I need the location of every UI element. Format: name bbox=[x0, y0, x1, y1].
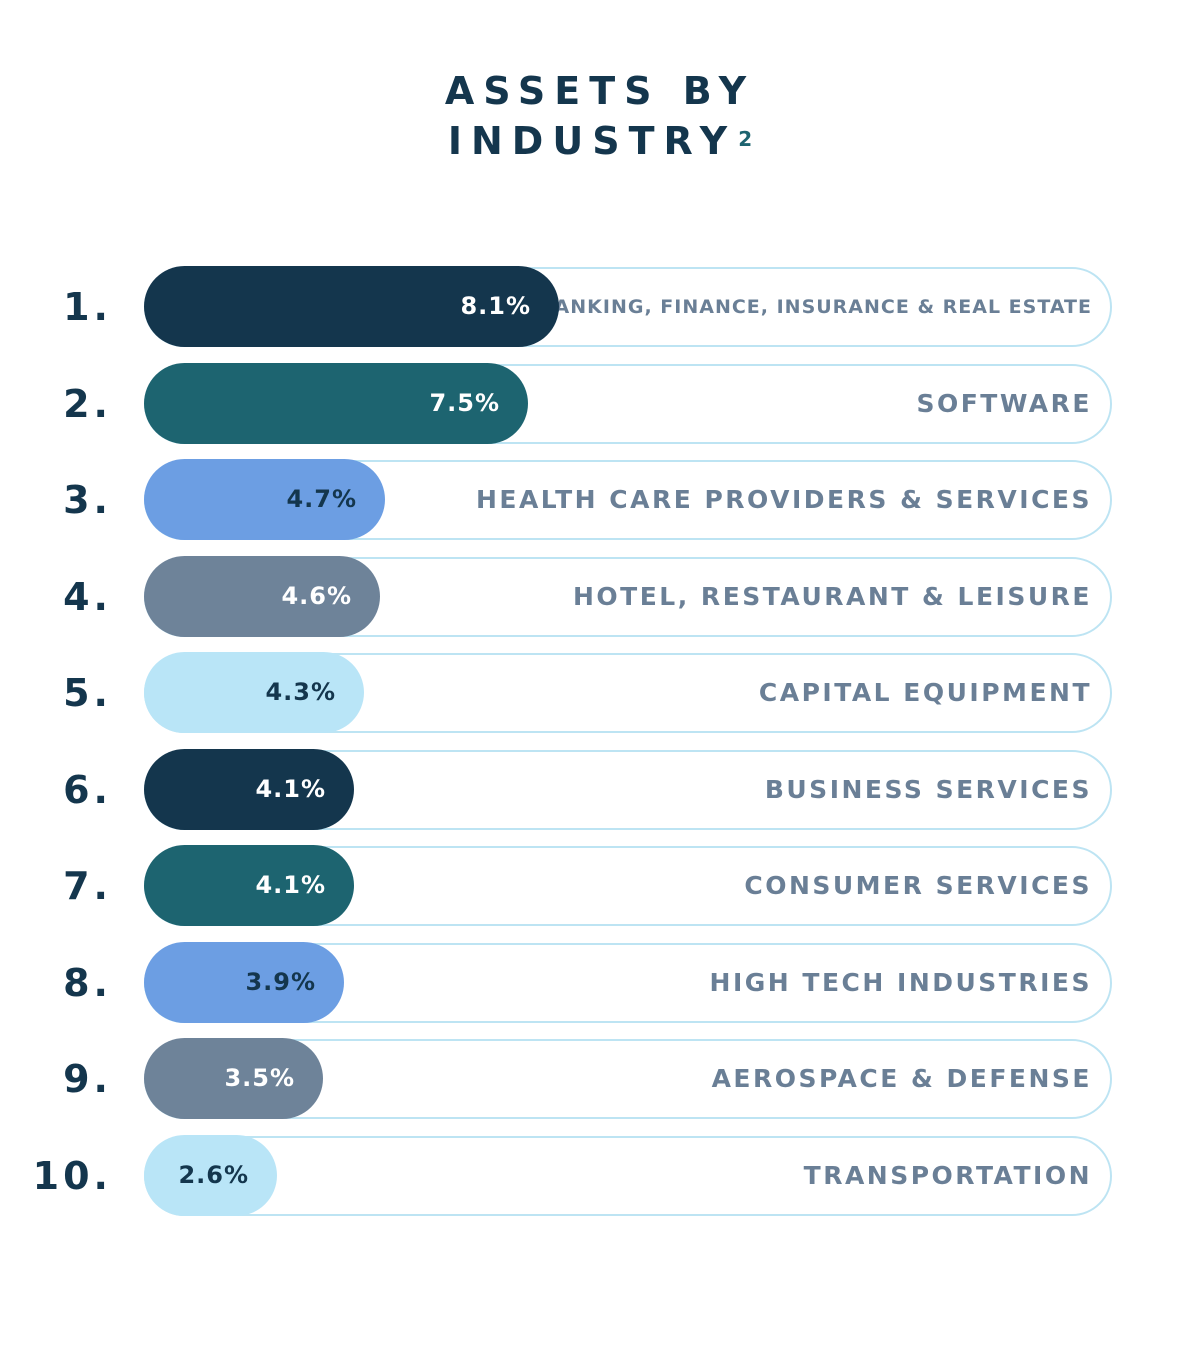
chart-row: 1. BANKING, FINANCE, INSURANCE & REAL EST… bbox=[0, 266, 1200, 348]
category-label: BANKING, FINANCE, INSURANCE & REAL ESTAT… bbox=[539, 296, 1092, 318]
chart-title-line-1: ASSETS BY bbox=[444, 69, 756, 113]
bar: 2.6% bbox=[144, 1134, 277, 1216]
rank-label: 8. bbox=[63, 960, 112, 1005]
chart-row: 9. AEROSPACE & DEFENSE 3.5% bbox=[0, 1038, 1200, 1120]
value-label: 7.5% bbox=[429, 388, 500, 417]
value-label: 4.3% bbox=[265, 678, 336, 706]
value-label: 4.1% bbox=[255, 774, 326, 803]
chart-row: 4. HOTEL, RESTAURANT & LEISURE 4.6% bbox=[0, 555, 1200, 638]
category-label: HOTEL, RESTAURANT & LEISURE bbox=[573, 581, 1092, 611]
rank-label: 2. bbox=[63, 381, 112, 426]
bar: 7.5% bbox=[144, 362, 528, 444]
rank-label: 9. bbox=[63, 1057, 112, 1101]
bar: 3.9% bbox=[144, 941, 344, 1023]
title-footnote: 2 bbox=[738, 127, 753, 151]
category-label: CAPITAL EQUIPMENT bbox=[758, 678, 1092, 707]
rank-label: 1. bbox=[63, 285, 112, 329]
value-label: 8.1% bbox=[460, 292, 531, 320]
chart-row: 8. HIGH TECH INDUSTRIES 3.9% bbox=[0, 941, 1200, 1024]
chart-row: 6. BUSINESS SERVICES 4.1% bbox=[0, 748, 1200, 831]
category-label: SOFTWARE bbox=[916, 388, 1092, 418]
rank-label: 3. bbox=[63, 478, 112, 522]
value-label: 3.9% bbox=[245, 967, 316, 996]
rank-label: 10. bbox=[32, 1153, 112, 1198]
value-label: 4.7% bbox=[286, 485, 357, 513]
value-label: 4.1% bbox=[255, 871, 326, 899]
chart-title: ASSETS BY INDUSTRY 2 bbox=[0, 66, 1200, 166]
bar: 4.7% bbox=[144, 459, 385, 540]
value-label: 3.5% bbox=[224, 1064, 295, 1092]
value-label: 4.6% bbox=[281, 581, 352, 610]
rank-label: 4. bbox=[63, 574, 112, 619]
chart-row: 3. HEALTH CARE PROVIDERS & SERVICES 4.7% bbox=[0, 459, 1200, 541]
chart-title-line-2: INDUSTRY 2 bbox=[0, 116, 1200, 166]
chart-row: 7. CONSUMER SERVICES 4.1% bbox=[0, 845, 1200, 927]
category-label: HIGH TECH INDUSTRIES bbox=[709, 967, 1092, 997]
chart-title-text-2: INDUSTRY bbox=[447, 119, 737, 163]
bar-track bbox=[144, 1135, 1112, 1216]
bar: 4.1% bbox=[144, 748, 354, 830]
category-label: AEROSPACE & DEFENSE bbox=[711, 1064, 1092, 1093]
category-label: HEALTH CARE PROVIDERS & SERVICES bbox=[475, 485, 1092, 514]
bar: 4.3% bbox=[144, 652, 364, 733]
bar: 3.5% bbox=[144, 1038, 323, 1119]
category-label: CONSUMER SERVICES bbox=[744, 871, 1092, 900]
bar: 8.1% bbox=[144, 266, 559, 347]
chart-row: 10. TRANSPORTATION 2.6% bbox=[0, 1134, 1200, 1217]
rank-label: 6. bbox=[63, 767, 112, 812]
value-label: 2.6% bbox=[178, 1160, 249, 1189]
rank-label: 7. bbox=[63, 864, 112, 908]
category-label: BUSINESS SERVICES bbox=[764, 774, 1092, 804]
rank-label: 5. bbox=[63, 671, 112, 715]
bar: 4.1% bbox=[144, 845, 354, 926]
category-label: TRANSPORTATION bbox=[803, 1160, 1092, 1190]
chart-row: 5. CAPITAL EQUIPMENT 4.3% bbox=[0, 652, 1200, 734]
bar: 4.6% bbox=[144, 555, 380, 637]
chart-row: 2. SOFTWARE 7.5% bbox=[0, 362, 1200, 445]
